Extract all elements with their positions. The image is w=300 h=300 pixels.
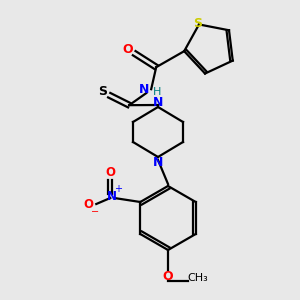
Text: O: O — [122, 43, 133, 56]
Text: N: N — [153, 95, 163, 109]
Text: N: N — [139, 83, 149, 96]
Text: O: O — [83, 199, 93, 212]
Text: CH₃: CH₃ — [188, 273, 208, 283]
Text: N: N — [107, 190, 117, 202]
Text: N: N — [153, 155, 163, 169]
Text: S: S — [98, 85, 107, 98]
Text: −: − — [91, 207, 99, 217]
Text: O: O — [105, 166, 115, 178]
Text: +: + — [114, 184, 122, 194]
Text: H: H — [153, 87, 161, 97]
Text: S: S — [194, 17, 202, 30]
Text: O: O — [163, 271, 173, 284]
